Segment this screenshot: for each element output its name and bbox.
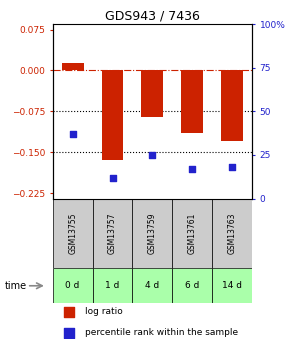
Title: GDS943 / 7436: GDS943 / 7436 [105,10,200,23]
Text: GSM13761: GSM13761 [188,213,197,254]
Text: log ratio: log ratio [85,307,122,316]
Text: time: time [5,281,27,291]
Point [70,131,75,137]
FancyBboxPatch shape [93,268,132,303]
Text: 6 d: 6 d [185,281,200,290]
Text: GSM13759: GSM13759 [148,213,157,254]
FancyBboxPatch shape [172,199,212,268]
Text: GSM13755: GSM13755 [68,213,77,254]
FancyBboxPatch shape [93,199,132,268]
FancyBboxPatch shape [172,268,212,303]
Point [150,152,155,158]
FancyBboxPatch shape [132,199,172,268]
Bar [102,70,123,160]
Text: 14 d: 14 d [222,281,242,290]
Text: percentile rank within the sample: percentile rank within the sample [85,328,238,337]
Bar [62,63,84,70]
Text: 4 d: 4 d [145,281,159,290]
Text: GSM13757: GSM13757 [108,213,117,254]
Text: 1 d: 1 d [105,281,120,290]
FancyBboxPatch shape [212,199,252,268]
FancyBboxPatch shape [53,268,93,303]
FancyBboxPatch shape [53,199,93,268]
Bar [142,70,163,117]
Point [230,165,234,170]
Bar [221,70,243,141]
Point [110,175,115,180]
Text: GSM13763: GSM13763 [228,213,236,254]
Text: 0 d: 0 d [65,281,80,290]
Point [190,166,195,172]
FancyBboxPatch shape [132,268,172,303]
Bar [181,70,203,133]
FancyBboxPatch shape [212,268,252,303]
